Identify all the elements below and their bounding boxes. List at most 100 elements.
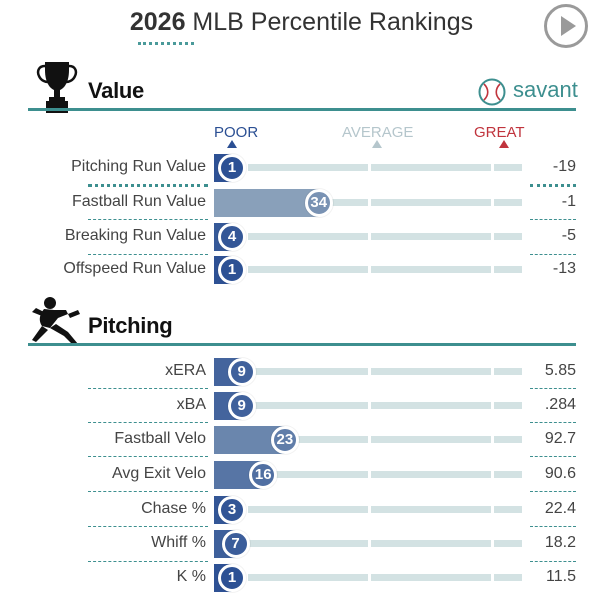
track-tick [368,163,371,172]
metric-row-xba[interactable]: xBA 9 .284 [0,389,603,423]
track-tick [368,435,371,444]
pitcher-icon [28,296,84,348]
percentile-badge: 4 [218,223,246,251]
percentile-badge: 1 [218,564,246,592]
metric-row-breaking-run-value[interactable]: Breaking Run Value 4 -5 [0,220,603,254]
row-separator [88,422,208,423]
percentile-badge: 3 [218,496,246,524]
row-separator [530,219,576,220]
metric-row-k-pct[interactable]: K % 1 11.5 [0,561,603,595]
track-tick [491,470,495,479]
metric-value: -19 [552,158,576,175]
track-tick [244,505,248,514]
track-tick [491,539,495,548]
percentile-badge: 9 [227,358,256,386]
section-title-pitching: Pitching [88,313,173,338]
section-divider-value [28,108,576,111]
metric-name: K % [176,568,206,585]
row-separator [530,184,576,187]
section-divider-pitching [28,343,576,346]
track-tick [244,573,248,582]
metric-name: xBA [176,396,206,413]
metric-name: Fastball Run Value [72,193,206,210]
metric-name: Breaking Run Value [64,227,206,244]
percentile-bar [214,189,319,217]
trophy-icon [36,60,78,114]
metric-name: Pitching Run Value [71,158,206,175]
track-tick [491,232,495,241]
metric-value: -5 [561,227,576,244]
title-text: MLB Percentile Rankings [185,8,474,36]
row-separator [88,219,208,220]
metric-name: Chase % [141,500,206,517]
percentile-badge: 9 [227,392,256,420]
track-tick [491,163,495,172]
row-separator [530,561,576,562]
row-separator [88,254,208,255]
metric-row-xera[interactable]: xERA 9 5.85 [0,355,603,389]
metric-row-fastball-run-value[interactable]: Fastball Run Value 34 -1 [0,186,603,220]
track-tick [368,265,371,274]
metric-value: 18.2 [544,534,576,551]
metric-name: xERA [165,362,206,379]
percentile-badge: 16 [249,461,278,489]
track-tick [244,232,248,241]
metric-value: 92.7 [544,430,576,447]
metric-value: .284 [544,396,576,413]
track-tick [368,505,371,514]
percentile-badge: 23 [270,426,299,454]
percentile-badge: 1 [218,256,246,284]
percentile-badge: 34 [304,189,333,217]
metric-value: -13 [552,260,576,277]
metric-value: 22.4 [544,500,576,517]
metric-row-whiff-pct[interactable]: Whiff % 7 18.2 [0,527,603,561]
row-separator [530,456,576,457]
metric-row-avg-exit-velo[interactable]: Avg Exit Velo 16 90.6 [0,458,603,492]
metric-name: Avg Exit Velo [112,465,206,482]
metric-value: 11.5 [546,568,576,585]
row-separator [530,422,576,423]
track-tick [491,573,495,582]
metric-row-offspeed-run-value[interactable]: Offspeed Run Value 1 -13 [0,253,603,287]
scale-label-average: AVERAGE [342,124,414,141]
metric-value: 5.85 [544,362,576,379]
track-tick [368,573,371,582]
metric-name: Fastball Velo [114,430,206,447]
metric-row-pitching-run-value[interactable]: Pitching Run Value 1 -19 [0,151,603,185]
savant-wordmark: savant [513,77,578,102]
row-separator [530,388,576,389]
average-arrow-icon [372,140,382,148]
title-underline [138,42,194,45]
track-tick [491,265,495,274]
track-tick [491,401,495,410]
great-arrow-icon [499,140,509,148]
metric-name: Whiff % [151,534,206,551]
row-separator [88,526,208,527]
track-tick [491,198,495,207]
track-tick [244,163,248,172]
row-separator [530,491,576,492]
row-separator [530,254,576,255]
baseball-icon [478,78,506,106]
percentile-badge: 1 [218,154,246,182]
play-button[interactable] [544,4,588,48]
poor-arrow-icon [227,140,237,148]
page-title: 2026 MLB Percentile Rankings [0,8,603,37]
track-tick [491,435,495,444]
metric-name: Offspeed Run Value [63,260,206,277]
row-separator [88,456,208,457]
track-tick [368,367,371,376]
metric-row-chase-pct[interactable]: Chase % 3 22.4 [0,493,603,527]
track-tick [368,539,371,548]
track-tick [491,367,495,376]
metric-row-fastball-velo[interactable]: Fastball Velo 23 92.7 [0,423,603,457]
percentile-badge: 7 [221,530,250,558]
row-separator [88,388,208,389]
row-separator [88,561,208,562]
title-year: 2026 [129,8,186,36]
section-title-value: Value [88,78,144,103]
track-tick [368,232,371,241]
track-tick [244,265,248,274]
track-tick [368,401,371,410]
track-tick [368,470,371,479]
